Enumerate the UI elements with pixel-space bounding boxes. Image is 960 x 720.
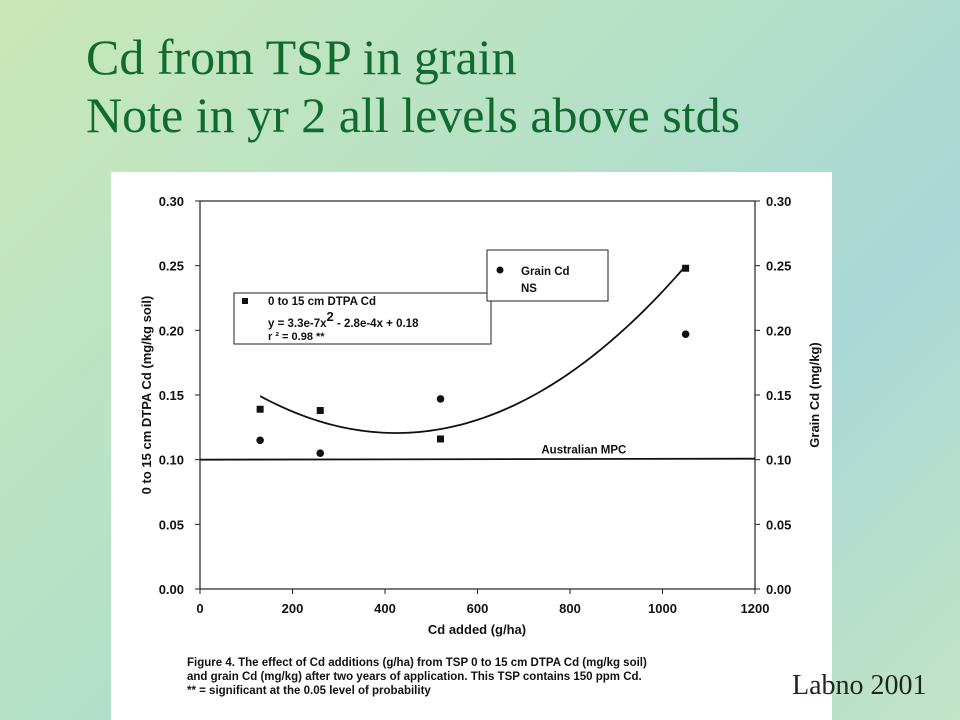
data-point-grain <box>256 436 264 445</box>
y2-tick-label: 0.30 <box>766 194 791 209</box>
data-point-dtpa <box>682 264 690 272</box>
source-credit: Labno 2001 <box>792 670 927 701</box>
fit-equation-rest: - 2.8e-4x + 0.18 <box>334 318 419 330</box>
x-axis-title: Cd added (g/ha) <box>428 622 526 637</box>
data-point-grain <box>316 449 325 458</box>
legend-box-dtpa <box>233 292 492 345</box>
x-tick-label: 1000 <box>648 601 677 616</box>
fit-curve <box>259 265 687 434</box>
data-point-grain <box>681 330 690 339</box>
data-point-grain <box>436 395 445 403</box>
chart: Cd added (g/ha) 0 to 15 cm DTPA Cd (mg/k… <box>139 194 822 637</box>
legend-marker-dtpa <box>242 298 248 304</box>
legend-box-grain <box>486 249 609 302</box>
y-tick-label: 0.10 <box>159 453 184 468</box>
y-tick-label: 0.05 <box>159 517 184 532</box>
y-tick-label: 0.15 <box>159 388 184 403</box>
plot-frame <box>199 200 756 590</box>
caption-line-1: Figure 4. The effect of Cd additions (g/… <box>187 657 647 669</box>
legend-marker-grain <box>496 266 504 274</box>
y-tick-label: 0.25 <box>159 259 184 274</box>
caption-line-3: ** = significant at the 0.05 level of pr… <box>187 685 431 697</box>
y-tick-label: 0.30 <box>159 194 184 209</box>
data-point-dtpa <box>316 407 324 415</box>
y-tick-label: 0.20 <box>159 323 184 338</box>
fit-equation: y = 3.3e-7x2 - 2.8e-4x + 0.18 <box>268 309 419 330</box>
y2-tick-label: 0.05 <box>766 517 791 532</box>
y2-tick-label: 0.25 <box>766 259 791 274</box>
y2-axis-title: Grain Cd (mg/kg) <box>807 342 822 447</box>
slide-title-line-2: Note in yr 2 all levels above stds <box>86 87 741 143</box>
x-tick-label: 400 <box>374 601 396 616</box>
data-point-dtpa <box>437 435 444 443</box>
reference-line-label: Australian MPC <box>541 445 626 457</box>
x-tick-label: 200 <box>282 601 304 616</box>
y-tick-label: 0.00 <box>159 582 184 597</box>
reference-line <box>199 457 756 461</box>
legend-label-grain: Grain Cd <box>521 266 570 278</box>
figure-panel: Cd added (g/ha) 0 to 15 cm DTPA Cd (mg/k… <box>111 172 832 720</box>
x-tick-label: 800 <box>559 601 581 616</box>
x-tick-label: 1200 <box>741 601 770 616</box>
x-tick-label: 600 <box>467 601 489 616</box>
slide-title-line-1: Cd from TSP in grain <box>86 29 517 85</box>
fit-r2: r ² = 0.98 ** <box>268 331 325 343</box>
x-tick-label: 0 <box>196 601 203 616</box>
legend-note-grain: NS <box>521 283 537 295</box>
fit-equation-main: y = 3.3e-7x <box>268 318 327 330</box>
y2-tick-label: 0.20 <box>766 323 791 338</box>
fit-equation-exponent: 2 <box>327 309 334 324</box>
figure-caption: Figure 4. The effect of Cd additions (g/… <box>187 656 817 698</box>
y2-tick-label: 0.00 <box>766 582 791 597</box>
y-axis-title: 0 to 15 cm DTPA Cd (mg/kg soil) <box>139 296 154 495</box>
y2-tick-label: 0.15 <box>766 388 791 403</box>
data-point-dtpa <box>256 405 264 413</box>
caption-line-2: and grain Cd (mg/kg) after two years of … <box>187 671 642 683</box>
y2-tick-label: 0.10 <box>766 453 791 468</box>
legend-label-dtpa: 0 to 15 cm DTPA Cd <box>268 296 376 308</box>
slide-title: Cd from TSP in grain Note in yr 2 all le… <box>86 28 946 144</box>
